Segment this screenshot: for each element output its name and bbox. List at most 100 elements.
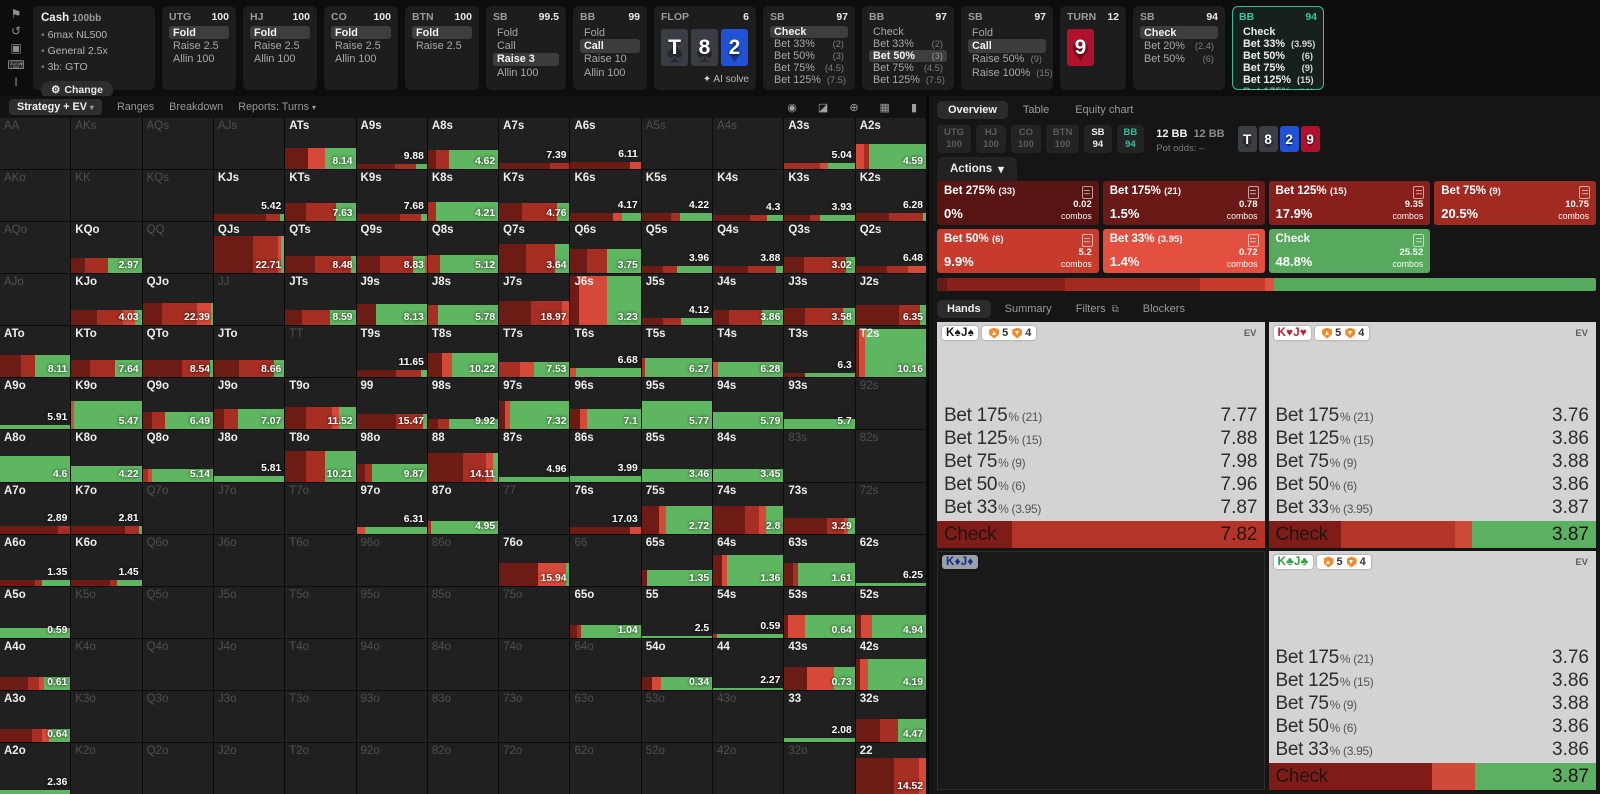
action-button-bet-125-[interactable]: Bet 125% (15) 17.9% 9.35 combos xyxy=(1268,181,1431,225)
matrix-cell-T9o[interactable]: T9o 11.52 xyxy=(285,378,356,430)
matrix-cell-J9o[interactable]: J9o 7.07 xyxy=(213,378,285,430)
matrix-cell-K5o[interactable]: K5o xyxy=(71,586,142,638)
matrix-cell-97s[interactable]: 97s 7.32 xyxy=(499,378,570,430)
action-option[interactable]: Bet 33% (3.95) xyxy=(1239,38,1317,50)
matrix-cell-85s[interactable]: 85s 3.46 xyxy=(641,430,713,482)
matrix-cell-Q6o[interactable]: Q6o xyxy=(142,534,213,586)
tab-hands[interactable]: Hands xyxy=(937,300,991,318)
grid-icon[interactable]: ▦ xyxy=(879,101,890,114)
matrix-cell-53s[interactable]: 53s 0.64 xyxy=(784,586,855,638)
matrix-cell-T7o[interactable]: T7o xyxy=(285,482,356,534)
matrix-cell-92o[interactable]: 92o xyxy=(356,742,427,794)
matrix-cell-A9o[interactable]: A9o 5.91 xyxy=(0,378,71,430)
matrix-cell-QTo[interactable]: QTo 8.54 xyxy=(142,326,213,378)
action-option[interactable]: Raise 2.5 xyxy=(412,39,472,52)
action-option[interactable]: Allin 100 xyxy=(169,53,229,66)
matrix-cell-52s[interactable]: 52s 4.94 xyxy=(855,586,926,638)
hand-action-row-bet-125[interactable]: Bet 125% (15) 3.86 xyxy=(1269,670,1597,693)
range-details-icon[interactable] xyxy=(1413,186,1425,199)
matrix-cell-J8o[interactable]: J8o 5.81 xyxy=(213,430,285,482)
hand-action-row-bet-33[interactable]: Bet 33% (3.95) 3.86 xyxy=(1269,739,1597,762)
hand-action-row-bet-75[interactable]: Bet 75% (9) 3.88 xyxy=(1269,451,1597,474)
position-chip-bb[interactable]: BB 94 xyxy=(1116,124,1145,154)
matrix-cell-A3s[interactable]: A3s 5.04 xyxy=(784,118,855,170)
matrix-cell-K4s[interactable]: K4s 4.3 xyxy=(713,170,784,222)
matrix-cell-KTo[interactable]: KTo 7.64 xyxy=(71,326,142,378)
matrix-cell-AQs[interactable]: AQs xyxy=(142,118,213,170)
matrix-cell-52o[interactable]: 52o xyxy=(641,742,713,794)
tab-table[interactable]: Table xyxy=(1022,104,1050,116)
matrix-cell-96s[interactable]: 96s 7.1 xyxy=(570,378,641,430)
toolbar-item-strategy-ev[interactable]: Strategy + EV ▾ xyxy=(9,99,102,115)
action-option[interactable]: Bet 50% (6) xyxy=(1140,53,1218,66)
matrix-cell-42s[interactable]: 42s 4.19 xyxy=(855,638,926,690)
matrix-cell-33[interactable]: 33 2.08 xyxy=(784,690,855,742)
matrix-cell-65s[interactable]: 65s 1.35 xyxy=(641,534,713,586)
matrix-cell-87o[interactable]: 87o 4.95 xyxy=(427,482,499,534)
matrix-cell-A9s[interactable]: A9s 9.88 xyxy=(356,118,427,170)
matrix-cell-TT[interactable]: TT xyxy=(285,326,356,378)
contrast-icon[interactable]: ◪ xyxy=(817,101,829,114)
matrix-cell-AKo[interactable]: AKo xyxy=(0,170,71,222)
position-chip-utg[interactable]: UTG 100 xyxy=(937,124,972,154)
panel-icon[interactable]: ▮ xyxy=(910,101,917,114)
matrix-cell-43o[interactable]: 43o xyxy=(713,690,784,742)
matrix-cell-KQo[interactable]: KQo 2.97 xyxy=(71,222,142,274)
action-option[interactable]: Bet 75% (9) xyxy=(1239,62,1317,74)
action-option[interactable]: Allin 100 xyxy=(331,53,391,66)
matrix-cell-75s[interactable]: 75s 2.72 xyxy=(641,482,713,534)
matrix-cell-93o[interactable]: 93o xyxy=(356,690,427,742)
range-details-icon[interactable] xyxy=(1081,186,1093,199)
matrix-cell-65o[interactable]: 65o 1.04 xyxy=(570,586,641,638)
matrix-cell-72o[interactable]: 72o xyxy=(499,742,570,794)
matrix-cell-83o[interactable]: 83o xyxy=(427,690,499,742)
matrix-cell-T8s[interactable]: T8s 10.22 xyxy=(427,326,499,378)
matrix-cell-98o[interactable]: 98o 9.87 xyxy=(356,430,427,482)
matrix-cell-J4s[interactable]: J4s 3.86 xyxy=(713,274,784,326)
position-chip-sb[interactable]: SB 94 xyxy=(1084,124,1112,154)
matrix-cell-AKs[interactable]: AKs xyxy=(71,118,142,170)
matrix-cell-J3s[interactable]: J3s 3.58 xyxy=(784,274,855,326)
matrix-cell-JTo[interactable]: JTo 8.66 xyxy=(213,326,285,378)
matrix-cell-KJo[interactable]: KJo 4.03 xyxy=(71,274,142,326)
matrix-cell-44[interactable]: 44 2.27 xyxy=(713,638,784,690)
matrix-cell-AJs[interactable]: AJs xyxy=(213,118,285,170)
matrix-cell-73s[interactable]: 73s 3.29 xyxy=(784,482,855,534)
matrix-cell-AA[interactable]: AA xyxy=(0,118,71,170)
matrix-cell-32o[interactable]: 32o xyxy=(784,742,855,794)
action-option[interactable]: Bet 125% (7.5) xyxy=(869,74,947,86)
matrix-cell-63o[interactable]: 63o xyxy=(570,690,641,742)
hand-action-row-bet-33[interactable]: Bet 33% (3.95) 7.87 xyxy=(937,497,1265,520)
action-button-bet-50-[interactable]: Bet 50% (6) 9.9% 5.2 combos xyxy=(937,229,1099,273)
hand-chip-KsJs[interactable]: K♠ J♠ xyxy=(942,326,979,340)
matrix-cell-K8o[interactable]: K8o 4.22 xyxy=(71,430,142,482)
matrix-cell-42o[interactable]: 42o xyxy=(713,742,784,794)
matrix-cell-95o[interactable]: 95o xyxy=(356,586,427,638)
matrix-cell-J7o[interactable]: J7o xyxy=(213,482,285,534)
range-details-icon[interactable] xyxy=(1413,234,1425,247)
matrix-cell-KJs[interactable]: KJs 5.42 xyxy=(213,170,285,222)
matrix-cell-Q9s[interactable]: Q9s 8.83 xyxy=(356,222,427,274)
undo-icon[interactable]: ↺ xyxy=(10,24,22,38)
action-option[interactable]: Raise 10 xyxy=(580,53,640,66)
matrix-cell-98s[interactable]: 98s 9.92 xyxy=(427,378,499,430)
hand-action-row-bet-125[interactable]: Bet 125% (15) 7.88 xyxy=(937,428,1265,451)
matrix-cell-96o[interactable]: 96o xyxy=(356,534,427,586)
matrix-cell-A6o[interactable]: A6o 1.35 xyxy=(0,534,71,586)
hand-action-row-check[interactable]: Check 3.87 xyxy=(1268,521,1596,548)
action-option[interactable]: Bet 20% (2.4) xyxy=(1140,39,1218,52)
hand-chip-KhJh[interactable]: K♥ J♥ xyxy=(1273,326,1312,340)
matrix-cell-K7s[interactable]: K7s 4.76 xyxy=(499,170,570,222)
hand-action-row-bet-33[interactable]: Bet 33% (3.95) 3.87 xyxy=(1269,497,1597,520)
matrix-cell-K2o[interactable]: K2o xyxy=(71,742,142,794)
action-option[interactable]: Fold xyxy=(331,26,391,40)
matrix-cell-J5o[interactable]: J5o xyxy=(213,586,285,638)
matrix-cell-43s[interactable]: 43s 0.73 xyxy=(784,638,855,690)
action-option[interactable]: Call xyxy=(580,39,640,53)
ai-solve-button[interactable]: ✦ AI solve xyxy=(661,74,749,85)
action-option[interactable]: Fold xyxy=(580,26,640,39)
matrix-cell-J6s[interactable]: J6s 3.23 xyxy=(570,274,641,326)
action-option[interactable]: Check xyxy=(869,26,947,38)
matrix-cell-K2s[interactable]: K2s 6.28 xyxy=(855,170,926,222)
matrix-cell-KTs[interactable]: KTs 7.63 xyxy=(285,170,356,222)
